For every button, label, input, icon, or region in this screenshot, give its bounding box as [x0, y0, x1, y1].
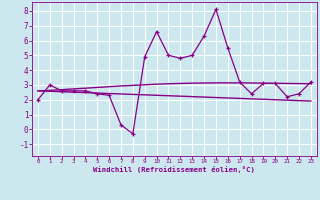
X-axis label: Windchill (Refroidissement éolien,°C): Windchill (Refroidissement éolien,°C) [93, 166, 255, 173]
